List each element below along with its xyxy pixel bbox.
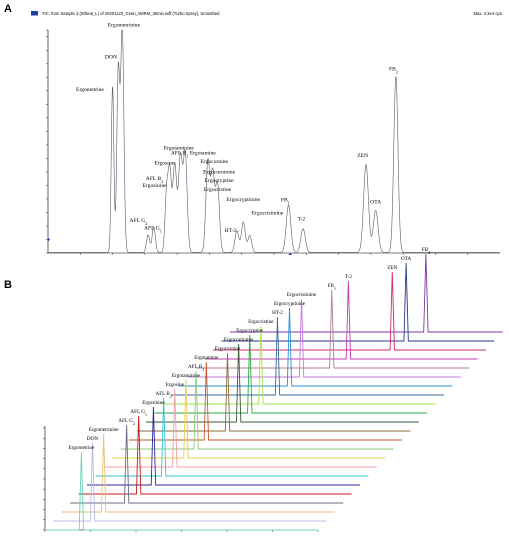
- series-label: T-2: [345, 274, 352, 280]
- series-label: Ergotamine: [194, 355, 219, 361]
- series-label: Ergocryptinine: [274, 301, 306, 307]
- series-label: HT-2: [272, 310, 283, 316]
- series-trace: [213, 271, 486, 351]
- series-trace: [204, 280, 478, 360]
- series-trace: [145, 343, 419, 423]
- peak-annotation: Ergometrinine: [108, 23, 141, 29]
- panel-a-letter: A: [4, 3, 12, 15]
- y-marker-icon: [48, 237, 50, 242]
- series-trace: [70, 424, 344, 504]
- peak-annotation: T-2: [298, 217, 306, 223]
- peak-annotation: AFL G1: [144, 225, 162, 233]
- series-label: Ergosinine: [142, 400, 165, 406]
- peak-annotation: DON: [105, 54, 117, 60]
- chart-a: ErgometrinineDONErgometrineErgotaminineA…: [46, 23, 500, 255]
- series-label: Ergometrine: [68, 445, 95, 451]
- x-marker-icon: [288, 253, 293, 255]
- peak-annotation: Ergocristine: [204, 187, 232, 193]
- series-label: DON: [87, 436, 98, 442]
- series-label: AFL B1: [188, 364, 204, 372]
- peak-annotation: Ergocorninine: [203, 169, 235, 175]
- series-trace: [45, 451, 318, 531]
- tic-trace: [48, 29, 500, 253]
- series-label: Ergometrinine: [89, 427, 120, 433]
- series-label: OTA: [401, 256, 411, 262]
- series-label: Ergocorninine: [224, 337, 254, 343]
- series-trace: [221, 262, 495, 342]
- series-label: ZEN: [387, 265, 397, 271]
- series-trace: [95, 397, 369, 477]
- peak-annotation: HT-2: [225, 228, 237, 234]
- panel-b-letter: B: [4, 279, 12, 291]
- peak-annotation: ZEN: [357, 153, 368, 159]
- series-trace: [112, 379, 386, 459]
- peak-annotation: AFL B1 Ergotamine: [171, 150, 216, 158]
- peak-annotation: Ergocryptinine: [227, 197, 261, 203]
- chart-b: FB2 OTA ZEN T-2 FB1 Ergocristinine Ergocryptin…: [43, 247, 503, 532]
- peak-annotation: FB1: [281, 198, 290, 206]
- series-label: AFL G1: [130, 409, 147, 417]
- peak-annotation: OTA: [370, 200, 381, 206]
- series-label: Ergotaminine: [172, 373, 201, 379]
- panel-a-max-label: Max. 3.3e4 cps.: [473, 11, 503, 16]
- peak-annotation: Ergosinine: [142, 183, 167, 189]
- series-trace: [78, 415, 352, 495]
- series-label: Ergocornine: [215, 346, 241, 352]
- series-trace: [171, 316, 444, 396]
- peak-annotation: Ergotaminine: [164, 146, 195, 152]
- series-label: FB1: [328, 283, 336, 291]
- peak-annotation: Ergocornine: [200, 159, 228, 165]
- peak-annotation: AFL G2: [129, 218, 147, 226]
- series-label: Ergocristinine: [287, 292, 317, 298]
- series-label: AFL B2: [155, 391, 171, 399]
- peak-annotation: Ergosine: [154, 160, 174, 166]
- series-trace: [61, 433, 335, 513]
- series-trace: [162, 325, 436, 405]
- legend-swatch-icon: [31, 11, 38, 16]
- series-trace: [53, 442, 327, 522]
- series-label: AFL G2: [118, 418, 135, 426]
- panel-a-header: TIC: from Sample 3 (Wheat_L) of 20201123…: [42, 11, 220, 16]
- peak-annotation: Ergocristinine: [252, 210, 284, 216]
- peak-annotation: Ergometrine: [76, 87, 104, 93]
- series-trace: [129, 361, 402, 441]
- series-trace: [137, 352, 411, 432]
- series-trace: [120, 370, 394, 450]
- series-label: FB2: [422, 247, 430, 255]
- peak-annotation: FB2: [389, 67, 398, 75]
- peak-annotation: AFL B2: [146, 176, 164, 184]
- series-trace: [87, 406, 360, 486]
- series-label: Ergocristine: [248, 319, 274, 325]
- series-trace: [196, 289, 470, 369]
- series-trace: [229, 253, 503, 333]
- peak-annotation: Ergocryptine: [205, 178, 235, 184]
- series-trace: [103, 388, 377, 468]
- series-trace: [154, 334, 428, 414]
- series-label: Ergosine: [166, 382, 185, 388]
- series-label: Ergocryptine: [236, 328, 264, 334]
